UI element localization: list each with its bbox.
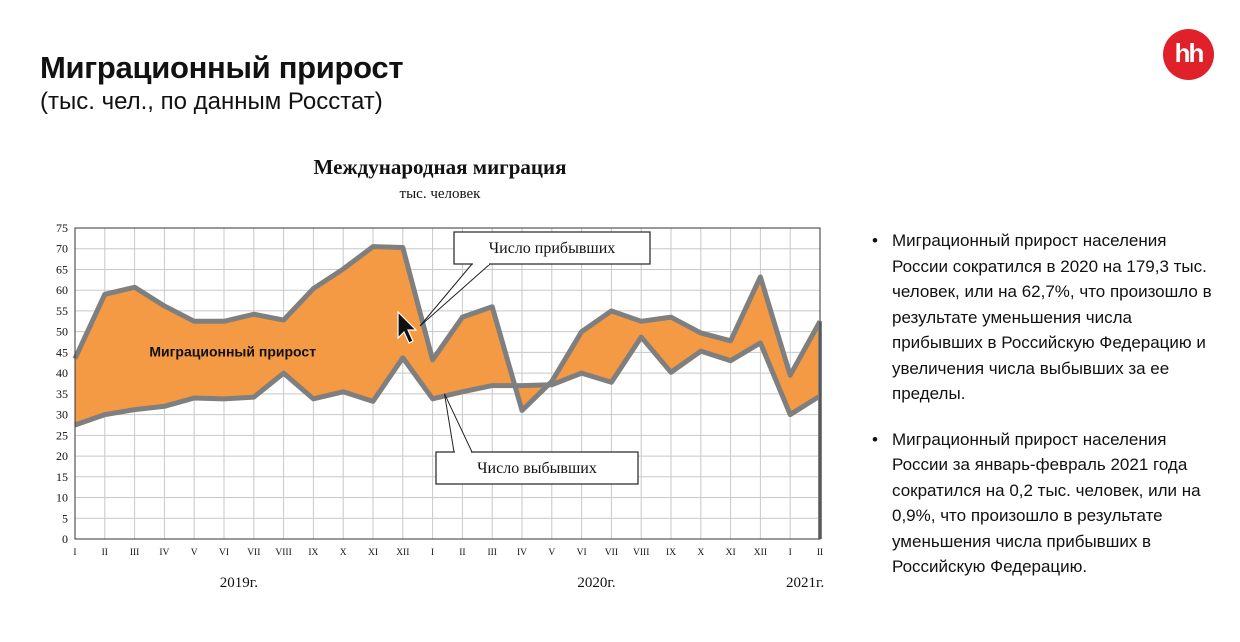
x-tick-label: III [130, 548, 140, 558]
area-label: Миграционный прирост [149, 343, 316, 359]
y-tick-label: 20 [56, 449, 68, 463]
callout-box [435, 451, 639, 485]
x-tick-label: IX [308, 548, 318, 558]
callout-box [453, 231, 651, 265]
note-item: Миграционный прирост населения России за… [870, 427, 1215, 580]
x-tick-label: XII [754, 548, 767, 558]
x-tick-label: III [487, 548, 497, 558]
y-tick-label: 65 [56, 262, 68, 276]
series-lines [72, 244, 823, 428]
page-subtitle: (тыс. чел., по данным Росстат) [40, 88, 383, 115]
callouts: Число прибывших Число выбывших [419, 231, 651, 485]
chart-subtitle: тыс. человек [400, 186, 482, 202]
year-label: 2019г. [220, 575, 258, 591]
x-tick-label: VIII [275, 548, 291, 558]
page-title: Миграционный прирост [40, 50, 404, 85]
x-tick-label: IV [159, 548, 169, 558]
x-tick-label: I [789, 548, 792, 558]
arrivals-line [72, 244, 823, 413]
growth-area-fill [75, 246, 820, 425]
callout-pointer [444, 393, 473, 453]
chart-title: Международная миграция [314, 155, 567, 179]
y-tick-label: 10 [56, 491, 68, 505]
note-item: Миграционный прирост населения России со… [870, 228, 1215, 407]
y-tick-label: 40 [56, 366, 68, 380]
x-tick-label: VI [577, 548, 587, 558]
x-tick-label: VII [247, 548, 260, 558]
y-tick-label: 15 [56, 470, 68, 484]
x-axis: I II III IV V VI VII VIII IX X XI XII I II III IV V VI VII… [73, 548, 824, 591]
x-tick-label: XI [368, 548, 378, 558]
departures-line [74, 334, 822, 428]
y-tick-label: 55 [56, 304, 68, 318]
x-tick-label: I [431, 548, 434, 558]
mouse-cursor-icon [397, 310, 418, 344]
x-tick-label: VII [605, 548, 618, 558]
hh-logo[interactable]: hh [1163, 29, 1214, 80]
x-tick-label: II [817, 548, 823, 558]
year-label: 2020г. [577, 575, 615, 591]
x-tick-label: II [102, 548, 108, 558]
y-tick-label: 35 [56, 387, 68, 401]
y-axis: 0 5 10 15 20 25 30 35 40 45 50 55 60 65 70 75 [56, 221, 68, 546]
x-tick-label: V [191, 548, 198, 558]
x-tick-label: VI [219, 548, 229, 558]
x-tick-label: II [459, 548, 465, 558]
y-tick-label: 30 [56, 408, 68, 422]
y-tick-label: 0 [62, 532, 68, 546]
x-tick-label: XI [726, 548, 736, 558]
migration-chart: Международная миграция тыс. человек 0 5 10… [56, 155, 824, 591]
x-tick-label: XII [396, 548, 409, 558]
callout-label: Число выбывших [477, 460, 597, 477]
y-tick-label: 70 [56, 242, 68, 256]
y-tick-label: 60 [56, 283, 68, 297]
notes-list: Миграционный прирост населения России со… [870, 228, 1215, 600]
x-tick-label: VIII [633, 548, 649, 558]
x-tick-label: V [548, 548, 555, 558]
logo-text: hh [1174, 38, 1205, 68]
x-tick-label: IV [517, 548, 527, 558]
y-tick-label: 5 [62, 511, 68, 525]
y-tick-label: 45 [56, 345, 68, 359]
year-label: 2021г. [786, 575, 824, 591]
callout-label: Число прибывших [489, 240, 616, 257]
x-tick-label: IX [666, 548, 676, 558]
x-tick-label: X [340, 548, 347, 558]
y-tick-label: 50 [56, 325, 68, 339]
y-tick-label: 75 [56, 221, 68, 235]
x-tick-label: X [697, 548, 704, 558]
y-tick-label: 25 [56, 428, 68, 442]
plot-border [74, 227, 821, 540]
x-tick-label: I [73, 548, 76, 558]
